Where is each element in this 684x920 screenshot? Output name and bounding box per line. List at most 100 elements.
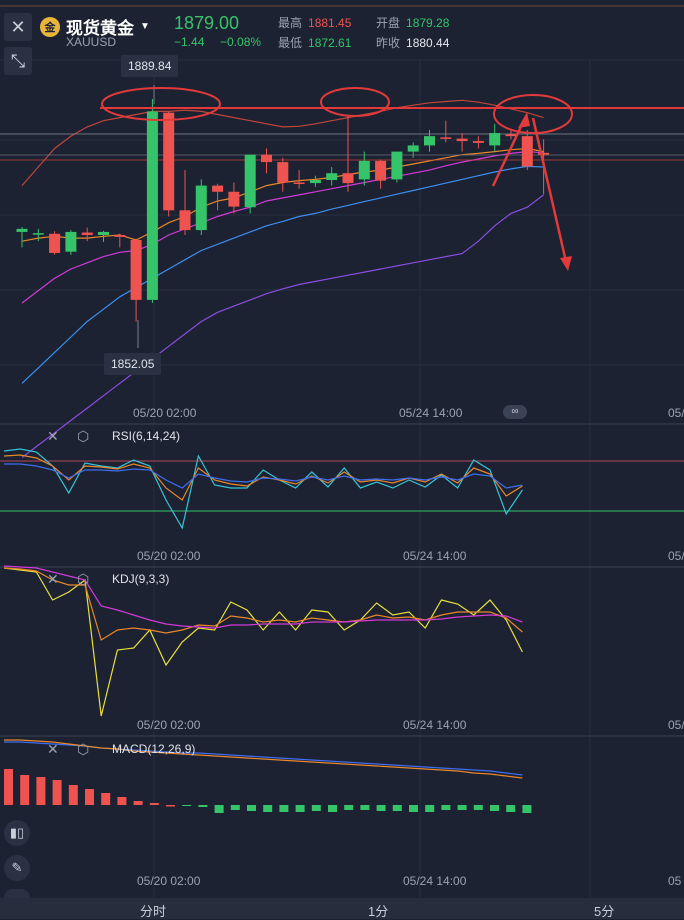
macd-bar: [425, 805, 435, 812]
kdj-j-line: [3, 567, 523, 717]
candle-body: [179, 210, 191, 231]
chart-canvas[interactable]: [0, 0, 684, 898]
settings-icon[interactable]: ⬡: [77, 741, 90, 757]
candle-body: [244, 154, 256, 208]
time-tick: 05/: [668, 549, 684, 563]
macd-bar: [101, 793, 111, 805]
macd-bar: [360, 805, 370, 810]
candle-body: [146, 111, 158, 300]
macd-bar: [328, 805, 337, 812]
time-tick: 05/20 02:00: [137, 549, 201, 563]
pencil-icon[interactable]: ✎: [4, 855, 30, 881]
candle-body: [81, 232, 93, 236]
stat-prev-close: 昨收 1880.44: [376, 36, 450, 50]
up-arrow-head: [518, 112, 530, 128]
tab-1min[interactable]: 1分: [368, 904, 389, 919]
macd-bar: [247, 805, 256, 811]
rsi-line-24: [4, 463, 523, 489]
tab-timeshare[interactable]: 分时: [140, 904, 167, 919]
settings-icon[interactable]: ⬡: [77, 428, 90, 444]
macd-panel: [4, 739, 532, 813]
macd-bar: [506, 805, 516, 812]
kdj-panel: [3, 565, 523, 717]
candle-body: [212, 185, 224, 192]
collapse-icon[interactable]: ⤡: [4, 47, 32, 75]
candle-body: [489, 133, 501, 146]
time-tick: 05: [668, 874, 682, 888]
macd-bar: [344, 805, 354, 810]
candle-body: [472, 141, 484, 143]
instrument-symbol: XAUUSD: [66, 35, 117, 49]
time-tick: 05/: [668, 718, 684, 732]
stat-low: 最低 1872.61: [278, 36, 352, 50]
time-tick: 05/20 02:00: [133, 406, 197, 420]
candle-body: [407, 145, 419, 152]
close-icon[interactable]: ✕: [4, 13, 32, 41]
candle-body: [293, 182, 305, 184]
macd-bar: [522, 805, 532, 813]
candle-body: [130, 239, 142, 300]
macd-bar: [182, 805, 192, 806]
close-icon[interactable]: ✕: [47, 741, 59, 757]
instrument-name: 现货黄金: [66, 19, 134, 38]
macd-bar: [52, 780, 62, 805]
boll-upper-line: [21, 99, 544, 186]
price-change: −1.44: [174, 35, 205, 49]
candle-body: [505, 134, 517, 137]
up-arrow: [491, 117, 527, 187]
stat-open: 开盘 1879.28: [376, 16, 450, 30]
timeframe-bar: 分时 1分 5分: [0, 898, 684, 919]
candle-body: [32, 233, 44, 235]
tab-5min[interactable]: 5分: [594, 904, 615, 919]
candle-body: [277, 162, 289, 183]
candle-body: [521, 136, 533, 167]
macd-bar: [214, 805, 224, 813]
link-icon[interactable]: ∞: [503, 405, 527, 419]
close-icon[interactable]: ✕: [47, 571, 59, 587]
macd-bar: [36, 777, 46, 805]
gold-coin-icon: 金: [40, 16, 60, 37]
macd-bar: [20, 775, 30, 805]
candle-body: [16, 228, 28, 232]
down-arrow-head: [560, 256, 572, 271]
candle-body: [261, 154, 272, 163]
highlight-ellipse: [320, 87, 390, 117]
indicator-icon[interactable]: [4, 889, 30, 898]
kdj-label: KDJ(9,3,3): [112, 572, 170, 586]
macd-bar: [279, 805, 289, 812]
rsi-line-14: [3, 454, 523, 501]
macd-bar: [4, 769, 13, 805]
time-tick: 05/24 14:00: [403, 718, 467, 732]
candle-body: [456, 138, 468, 142]
highlight-ellipse: [101, 87, 221, 121]
price-change-pct: −0.08%: [220, 35, 262, 49]
candle-body: [195, 185, 207, 231]
macd-bar: [68, 785, 78, 805]
macd-dea-line: [4, 739, 523, 779]
settings-icon[interactable]: ⬡: [77, 571, 90, 587]
time-tick: 05/24 14:00: [403, 874, 467, 888]
candle-body: [309, 180, 321, 184]
candle-body: [65, 231, 77, 252]
instrument-selector[interactable]: 金 现货黄金 ▼: [40, 14, 150, 39]
low-price-tag: 1852.05: [104, 353, 162, 375]
kdj-k-line: [3, 565, 523, 629]
macd-bar: [263, 805, 273, 812]
time-tick: 05/: [668, 406, 684, 420]
macd-bar: [457, 805, 467, 810]
macd-bar: [473, 805, 483, 810]
candle-body: [228, 191, 240, 207]
close-icon[interactable]: ✕: [47, 428, 59, 444]
rsi-label: RSI(6,14,24): [112, 429, 181, 443]
macd-bar: [441, 805, 451, 810]
macd-bar: [376, 805, 386, 811]
candlestick-icon[interactable]: ▮▯: [4, 820, 30, 846]
ma-blue-line: [21, 165, 544, 384]
candle-body: [98, 231, 109, 236]
candle-body: [114, 235, 126, 237]
macd-bar: [490, 805, 499, 811]
time-tick: 05/20 02:00: [137, 718, 201, 732]
candle-body: [163, 112, 175, 211]
candle-body: [440, 137, 452, 139]
candle-body: [375, 160, 387, 181]
